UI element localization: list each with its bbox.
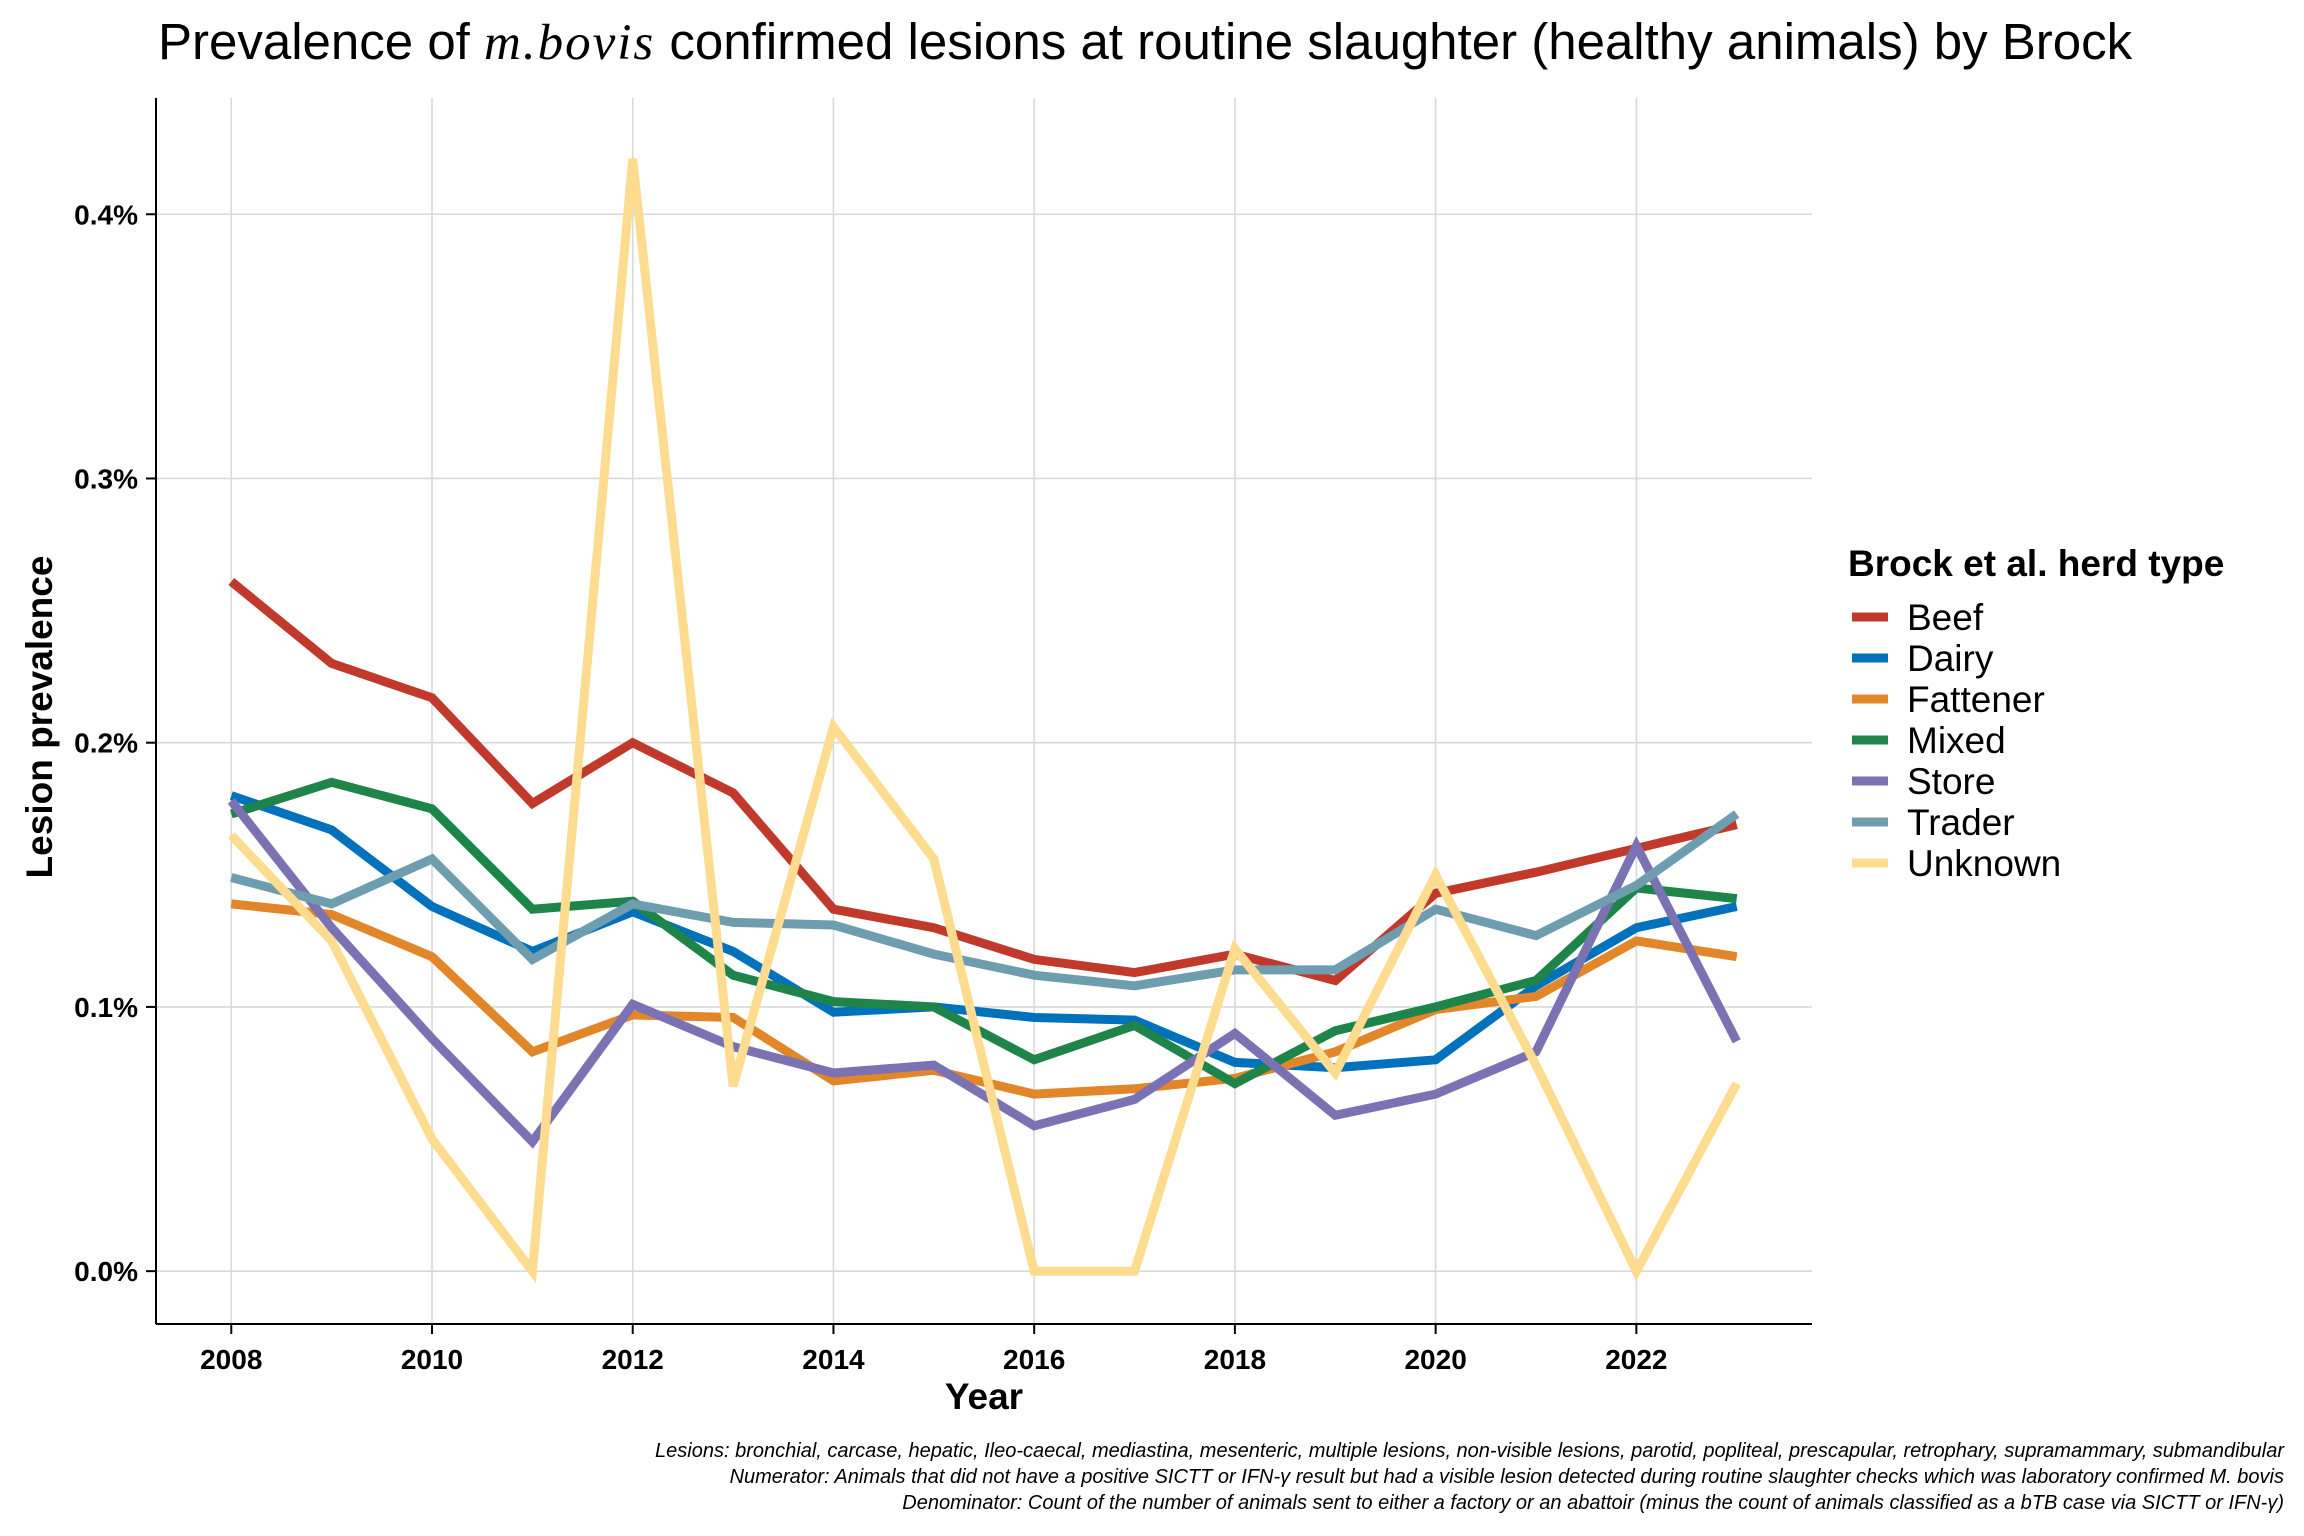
chart-title-suffix: confirmed lesions at routine slaughter (… — [655, 13, 2133, 70]
y-axis-label: Lesion prevalence — [19, 556, 60, 879]
tick-labels: 2008 2010 2012 2014 2016 2018 2020 2022 0.0% 0.1%… — [74, 199, 1667, 1375]
footnote-numerator: Numerator: Animals that did not have a p… — [729, 1466, 2284, 1488]
chart-title-italic: m.bovis — [484, 15, 656, 71]
footnote-lesions: Lesions: bronchial, carcase, hepatic, Il… — [655, 1440, 2284, 1462]
legend: Brock et al. herd type BeefDairyFattener… — [1848, 543, 2224, 884]
legend-label-trader: Trader — [1907, 802, 2015, 843]
legend-label-dairy: Dairy — [1907, 638, 1994, 679]
axes — [155, 98, 1812, 1325]
x-tick-label: 2012 — [602, 1344, 664, 1375]
y-tick-label: 0.1% — [74, 992, 138, 1023]
legend-label-unknown: Unknown — [1907, 843, 2061, 884]
x-tick-label: 2022 — [1605, 1344, 1667, 1375]
legend-label-mixed: Mixed — [1907, 720, 2006, 761]
footnote-denominator: Denominator: Count of the number of anim… — [902, 1492, 2284, 1514]
x-tick-label: 2018 — [1204, 1344, 1266, 1375]
legend-title: Brock et al. herd type — [1848, 543, 2224, 584]
legend-label-store: Store — [1907, 761, 1995, 802]
series-line-unknown — [228, 158, 1741, 1284]
legend-label-beef: Beef — [1907, 597, 1984, 638]
x-tick-label: 2020 — [1404, 1344, 1466, 1375]
x-tick-label: 2010 — [401, 1344, 463, 1375]
y-tick-label: 0.2% — [74, 728, 138, 759]
x-axis-label: Year — [945, 1376, 1023, 1417]
y-tick-label: 0.4% — [74, 199, 138, 230]
legend-label-fattener: Fattener — [1907, 679, 2045, 720]
chart-title-prefix: Prevalence of — [158, 13, 485, 70]
x-tick-label: 2008 — [200, 1344, 262, 1375]
series-line-trader — [230, 810, 1740, 991]
x-tick-label: 2016 — [1003, 1344, 1065, 1375]
footnotes: Lesions: bronchial, carcase, hepatic, Il… — [655, 1438, 2284, 1516]
grid-lines — [156, 98, 1812, 1324]
y-tick-label: 0.3% — [74, 463, 138, 494]
series-line-beef — [228, 578, 1738, 986]
x-tick-label: 2014 — [802, 1344, 865, 1375]
series-line-mixed — [229, 777, 1738, 1089]
series-line-store — [227, 798, 1741, 1149]
series-line-dairy — [229, 791, 1738, 1073]
series-lines — [227, 158, 1741, 1284]
chart-title: Prevalence of m.bovis confirmed lesions … — [158, 12, 2132, 72]
y-tick-label: 0.0% — [74, 1256, 138, 1287]
